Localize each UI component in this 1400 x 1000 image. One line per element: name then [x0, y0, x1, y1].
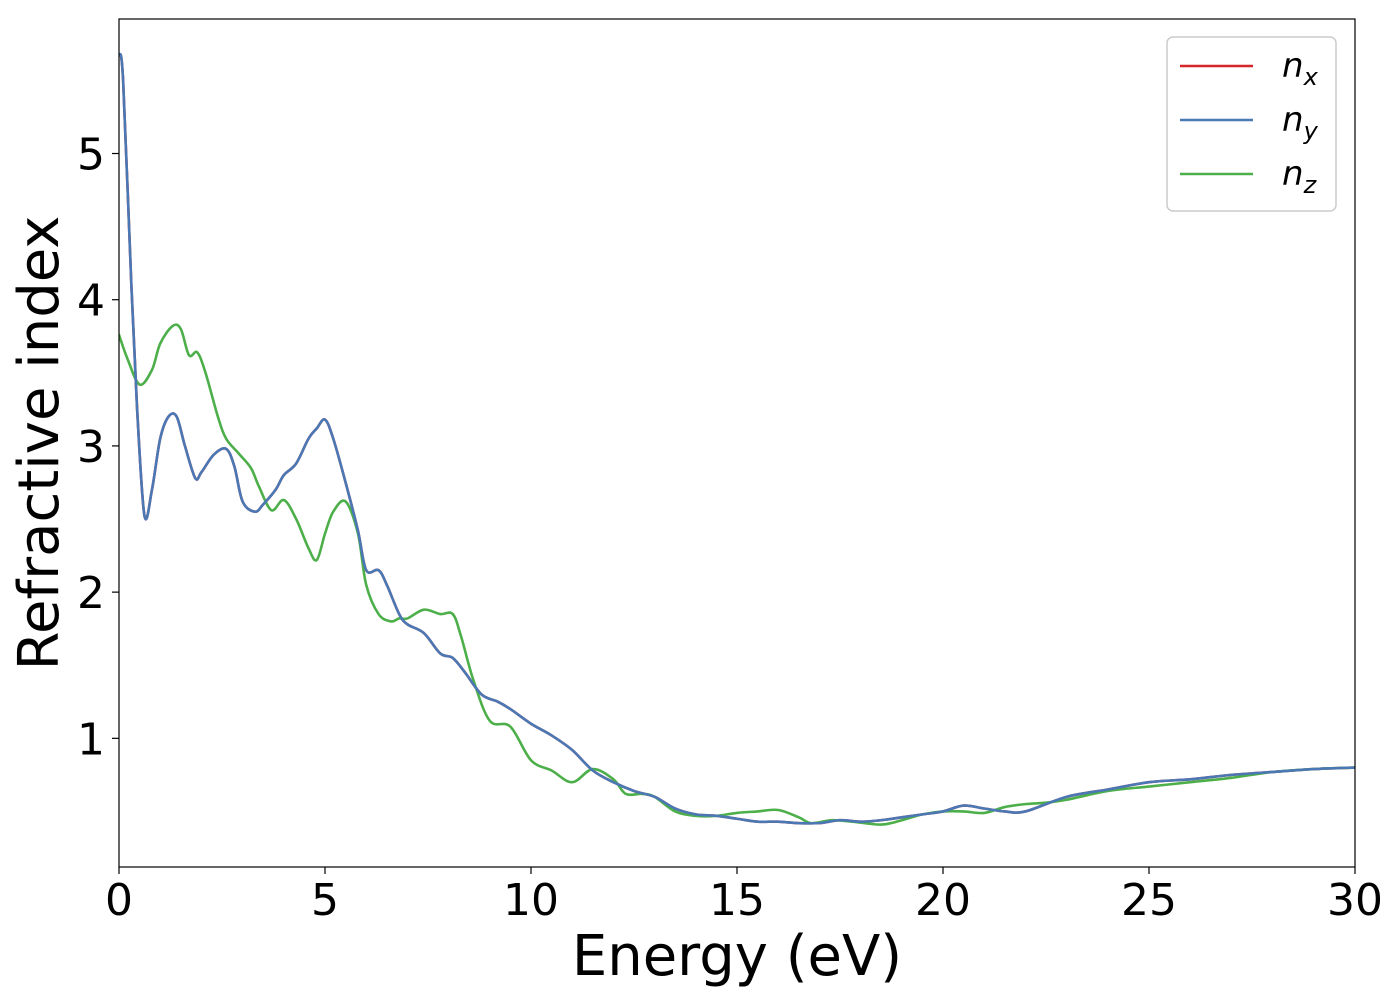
series-layer [119, 52, 1355, 826]
legend-box [1166, 36, 1337, 212]
plot-area [119, 19, 1355, 867]
y-axis-title: Refractive index [7, 216, 72, 671]
y-tick-label: 3 [77, 422, 105, 473]
series-line-z [119, 323, 1355, 826]
y-axis: 1 2 3 4 5 [77, 130, 119, 765]
x-axis: 0 5 10 15 20 25 30 [105, 867, 1383, 926]
x-tick-label: 10 [503, 875, 559, 926]
x-tick-label: 25 [1121, 875, 1177, 926]
x-tick-label: 5 [311, 875, 339, 926]
x-tick-label: 0 [105, 875, 133, 926]
y-tick-label: 4 [77, 276, 105, 327]
x-axis-title: Energy (eV) [572, 924, 902, 989]
x-tick-label: 15 [709, 875, 765, 926]
legend-label-x: nx [1282, 46, 1319, 91]
x-tick-label: 30 [1327, 875, 1383, 926]
legend: nx ny nz [1166, 36, 1337, 212]
y-tick-label: 5 [77, 130, 105, 181]
y-tick-label: 1 [77, 714, 105, 765]
y-tick-label: 2 [77, 568, 105, 619]
legend-label-z: nz [1282, 154, 1318, 199]
legend-label-y: ny [1282, 100, 1319, 145]
x-tick-label: 20 [915, 875, 971, 926]
series-line-y [119, 52, 1355, 825]
